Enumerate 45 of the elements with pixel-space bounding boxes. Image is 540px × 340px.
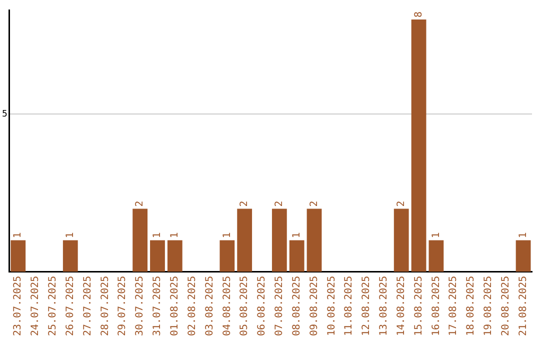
x-tick-label: 15.08.2025	[413, 276, 424, 336]
x-tick-label: 17.08.2025	[448, 276, 460, 336]
x-tick-label: 08.08.2025	[291, 276, 302, 336]
x-tick-label: 06.08.2025	[256, 276, 268, 336]
data-label: 2	[308, 200, 320, 207]
x-tick-label: 25.07.2025	[48, 276, 59, 336]
x-tick-label: 21.08.2025	[518, 276, 529, 336]
x-tick-label: 20.08.2025	[500, 276, 512, 336]
data-label: 2	[274, 200, 286, 207]
x-tick-label: 19.08.2025	[483, 276, 494, 336]
x-tick-label: 29.07.2025	[117, 276, 128, 336]
x-tick-label: 13.08.2025	[378, 276, 390, 336]
x-tick-label: 31.07.2025	[152, 276, 164, 336]
data-label: 1	[518, 232, 529, 238]
data-label: 1	[64, 232, 76, 238]
x-tick-label: 01.08.2025	[169, 276, 180, 336]
x-tick-label: 26.07.2025	[64, 276, 76, 336]
x-tick-label: 12.08.2025	[361, 276, 372, 336]
x-tick-label: 02.08.2025	[186, 276, 198, 336]
y-tick-label: 5	[2, 109, 8, 120]
x-tick-label: 03.08.2025	[204, 276, 216, 336]
data-label: 1	[12, 232, 24, 238]
x-tick-label: 23.07.2025	[12, 276, 24, 336]
data-label: 1	[152, 232, 164, 238]
data-label: 8	[413, 11, 424, 18]
x-tick-label: 27.07.2025	[82, 276, 94, 336]
data-label: 2	[134, 200, 146, 207]
data-label: 2	[239, 200, 250, 207]
x-tick-label: 16.08.2025	[430, 276, 442, 336]
x-tick-label: 05.08.2025	[239, 276, 250, 336]
x-tick-label: 09.08.2025	[308, 276, 320, 336]
data-label: 1	[430, 232, 442, 238]
x-tick-label: 14.08.2025	[396, 276, 407, 336]
x-tick-label: 11.08.2025	[344, 276, 355, 336]
x-tick-label: 10.08.2025	[326, 276, 338, 336]
data-label: 1	[169, 232, 180, 238]
x-tick-label: 04.08.2025	[222, 276, 233, 336]
x-tick-label: 18.08.2025	[466, 276, 477, 336]
x-tick-label: 30.07.2025	[134, 276, 146, 336]
x-tick-label: 07.08.2025	[274, 276, 286, 336]
x-tick-label: 28.07.2025	[100, 276, 111, 336]
data-label: 2	[396, 200, 407, 207]
x-tick-label: 24.07.2025	[30, 276, 42, 336]
data-label: 1	[291, 232, 302, 238]
data-label: 1	[222, 232, 233, 238]
